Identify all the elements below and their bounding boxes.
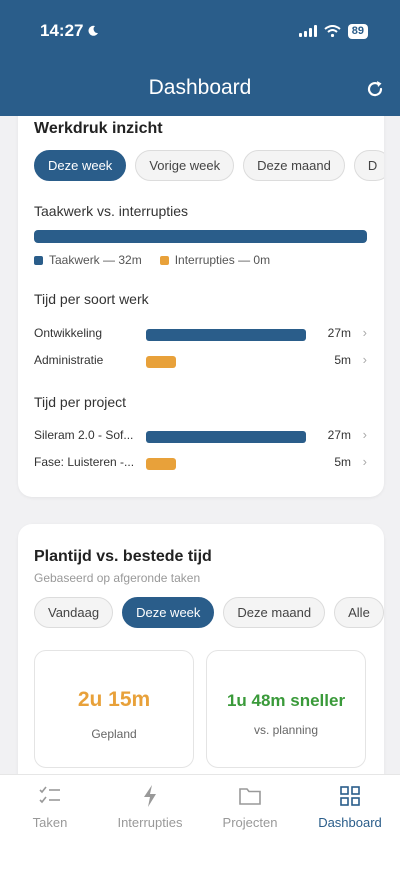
task-vs-interrupt-legend: Taakwerk — 32m Interrupties — 0m bbox=[34, 253, 270, 267]
row-bar bbox=[146, 431, 306, 443]
status-bar: 14:27 89 bbox=[40, 20, 368, 42]
plan-vs-spent-card: Plantijd vs. bestede tijd Gebaseerd op a… bbox=[18, 524, 384, 774]
tab-label: Interrupties bbox=[117, 815, 183, 830]
delta-value: 1u 48m sneller bbox=[226, 691, 346, 710]
row-value: 5m bbox=[334, 353, 351, 367]
plan-subtitle: Gebaseerd op afgeronde taken bbox=[34, 571, 201, 585]
row-label: Administratie bbox=[34, 353, 104, 367]
chevron-right-icon: › bbox=[362, 325, 367, 340]
planned-value: 2u 15m bbox=[77, 688, 151, 711]
row-bar bbox=[146, 329, 306, 341]
chip-deze-week[interactable]: Deze week bbox=[34, 150, 127, 181]
planned-label: Gepland bbox=[91, 727, 137, 741]
tab-projecten[interactable]: Projecten bbox=[200, 783, 300, 830]
delta-stat-card: 1u 48m sneller vs. planning bbox=[206, 650, 366, 768]
row-value: 27m bbox=[327, 326, 351, 340]
tab-label: Dashboard bbox=[318, 815, 382, 830]
dashboard-scroll[interactable]: Werkdruk inzicht Deze week Vorige week D… bbox=[0, 116, 400, 774]
work-type-row[interactable]: Ontwikkeling 27m › bbox=[34, 324, 367, 344]
refresh-icon[interactable] bbox=[364, 78, 386, 100]
row-label: Ontwikkeling bbox=[34, 326, 103, 340]
row-bar bbox=[146, 356, 176, 368]
chevron-right-icon: › bbox=[362, 454, 367, 469]
row-label: Sileram 2.0 - Sof... bbox=[34, 428, 134, 442]
chip-alle[interactable]: Alle bbox=[334, 597, 384, 628]
plan-period-chips: Vandaag Deze week Deze maand Alle bbox=[34, 597, 384, 628]
chip-vorige-week[interactable]: Vorige week bbox=[135, 150, 235, 181]
interrupties-legend: Interrupties — 0m bbox=[174, 253, 271, 267]
workload-title: Werkdruk inzicht bbox=[34, 120, 163, 137]
task-vs-interrupt-bar bbox=[34, 230, 367, 243]
chevron-right-icon: › bbox=[362, 427, 367, 442]
chip-deze-maand[interactable]: Deze maand bbox=[223, 597, 326, 628]
lightning-icon bbox=[144, 785, 156, 807]
row-bar bbox=[146, 458, 176, 470]
chip-deze-maand[interactable]: Deze maand bbox=[243, 150, 345, 181]
chevron-right-icon: › bbox=[362, 352, 367, 367]
moon-icon bbox=[89, 25, 99, 36]
folder-icon bbox=[239, 788, 261, 805]
work-type-label: Tijd per soort werk bbox=[34, 291, 149, 307]
plan-title: Plantijd vs. bestede tijd bbox=[34, 548, 212, 565]
chip-more[interactable]: D bbox=[353, 150, 384, 181]
taakwerk-swatch bbox=[34, 255, 43, 265]
row-label: Fase: Luisteren -... bbox=[34, 455, 135, 469]
cellular-signal-icon bbox=[298, 25, 317, 37]
work-type-row[interactable]: Administratie 5m › bbox=[34, 351, 367, 371]
tab-interrupties[interactable]: Interrupties bbox=[100, 783, 200, 830]
tab-dashboard[interactable]: Dashboard bbox=[300, 783, 400, 830]
planned-stat-card: 2u 15m Gepland bbox=[34, 650, 194, 768]
taakwerk-legend: Taakwerk — 32m bbox=[49, 253, 142, 267]
workload-card: Werkdruk inzicht Deze week Vorige week D… bbox=[18, 116, 384, 497]
dashboard-grid-icon bbox=[340, 786, 360, 806]
row-value: 5m bbox=[334, 455, 351, 469]
workload-period-chips: Deze week Vorige week Deze maand D bbox=[34, 150, 384, 181]
task-vs-interrupt-label: Taakwerk vs. interrupties bbox=[34, 203, 189, 219]
chip-vandaag[interactable]: Vandaag bbox=[34, 597, 114, 628]
status-time: 14:27 bbox=[40, 21, 84, 40]
app-header: 14:27 89 Dashboard bbox=[0, 0, 400, 116]
tab-label: Projecten bbox=[222, 815, 278, 830]
tab-label: Taken bbox=[32, 815, 68, 830]
row-value: 27m bbox=[327, 428, 351, 442]
delta-label: vs. planning bbox=[253, 723, 319, 737]
chip-deze-week[interactable]: Deze week bbox=[122, 597, 215, 628]
tab-taken[interactable]: Taken bbox=[0, 783, 100, 830]
bottom-tab-bar: Taken Interrupties Projecten Dashboard bbox=[0, 774, 400, 869]
interrupties-swatch bbox=[159, 255, 169, 265]
wifi-icon bbox=[324, 25, 341, 37]
project-row[interactable]: Sileram 2.0 - Sof... 27m › bbox=[34, 426, 367, 446]
checklist-icon bbox=[39, 786, 60, 804]
battery-indicator: 89 bbox=[347, 23, 368, 39]
project-label: Tijd per project bbox=[34, 394, 127, 410]
page-title: Dashboard bbox=[148, 76, 252, 99]
project-row[interactable]: Fase: Luisteren -... 5m › bbox=[34, 453, 367, 473]
